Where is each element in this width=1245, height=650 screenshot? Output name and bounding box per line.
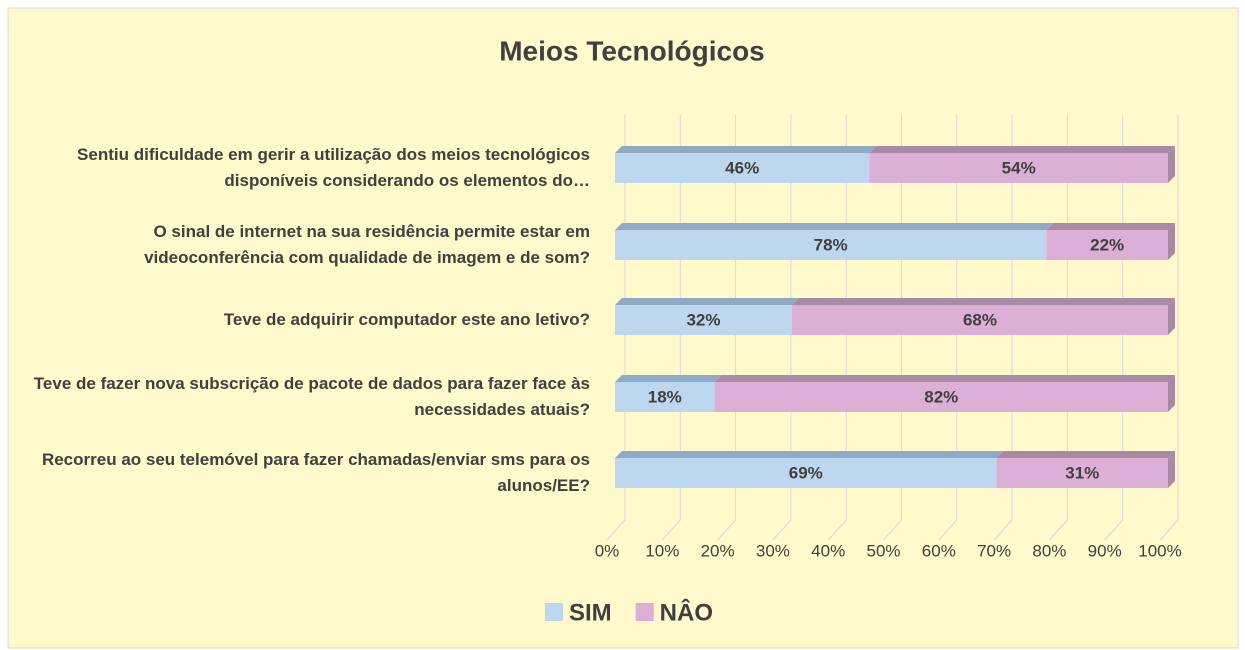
chart-title: Meios Tecnológicos — [499, 35, 765, 66]
category-label: Sentiu dificuldade em gerir a utilização… — [77, 145, 590, 190]
data-label: 46% — [725, 158, 759, 177]
legend-swatch — [635, 603, 654, 621]
bar — [791, 305, 1168, 335]
bar-top — [1046, 223, 1175, 230]
legend-label: NÂO — [660, 598, 713, 626]
bar — [869, 153, 1168, 183]
x-tick-label: 60% — [922, 541, 956, 560]
x-tick-label: 80% — [1032, 541, 1066, 560]
bar-side — [1168, 146, 1175, 183]
data-label: 69% — [789, 463, 823, 482]
x-tick-label: 40% — [811, 541, 845, 560]
bar — [615, 153, 870, 183]
bar-top — [615, 298, 799, 305]
bar-side — [1168, 451, 1175, 488]
category-label: Recorreu ao seu telemóvel para fazer cha… — [41, 450, 590, 495]
bar — [615, 305, 792, 335]
x-tick-label: 70% — [977, 541, 1011, 560]
bar — [996, 458, 1168, 488]
bar-side — [1168, 298, 1175, 335]
bar-top — [615, 451, 1004, 458]
data-label: 31% — [1065, 463, 1099, 482]
data-label: 82% — [924, 387, 958, 406]
data-label: 18% — [648, 387, 682, 406]
bar — [615, 230, 1047, 260]
data-label: 22% — [1090, 235, 1124, 254]
bar-top — [869, 146, 1175, 153]
category-label: O sinal de internet na sua residência pe… — [144, 222, 590, 267]
bar-side — [1168, 223, 1175, 260]
data-label: 78% — [814, 235, 848, 254]
bar — [1046, 230, 1168, 260]
bar-top — [615, 375, 722, 382]
data-label: 68% — [963, 310, 997, 329]
bar-side — [1168, 375, 1175, 412]
x-tick-label: 0% — [595, 541, 620, 560]
x-tick-label: 90% — [1088, 541, 1122, 560]
bar-top — [615, 146, 877, 153]
legend-label: SIM — [569, 599, 612, 626]
data-label: 32% — [686, 310, 720, 329]
x-tick-label: 30% — [756, 541, 790, 560]
legend-swatch — [545, 603, 563, 621]
category-label: Teve de fazer nova subscrição de pacote … — [33, 374, 590, 419]
bar — [714, 382, 1168, 412]
x-tick-label: 100% — [1138, 541, 1181, 560]
x-tick-label: 10% — [645, 541, 679, 560]
bar — [615, 458, 997, 488]
bar-top — [996, 451, 1175, 458]
bar-top — [615, 223, 1054, 230]
data-label: 54% — [1002, 158, 1036, 177]
x-tick-label: 20% — [701, 541, 735, 560]
category-label: Teve de adquirir computador este ano let… — [223, 310, 590, 329]
grid-line — [1159, 115, 1179, 541]
bar-top — [791, 298, 1175, 305]
bar-top — [714, 375, 1175, 382]
bar — [615, 382, 715, 412]
x-tick-label: 50% — [866, 541, 900, 560]
